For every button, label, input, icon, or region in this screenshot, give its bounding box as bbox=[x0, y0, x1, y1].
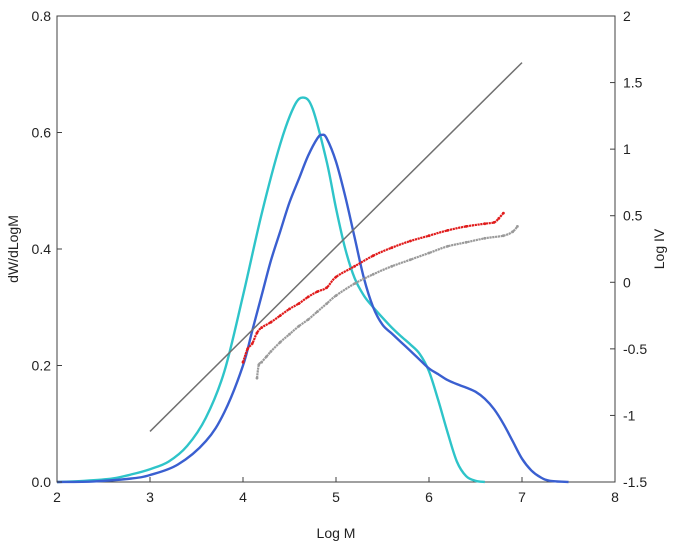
data-point bbox=[409, 258, 412, 262]
data-point bbox=[246, 347, 250, 351]
data-point bbox=[334, 294, 338, 297]
series-layer bbox=[56, 62, 569, 484]
data-point bbox=[371, 254, 375, 258]
right-y-axis: -1.5 -1 -0.5 0 0.5 1 1.5 2 bbox=[610, 8, 647, 490]
left-y-tick-label: 0.0 bbox=[32, 474, 52, 490]
left-y-tick-label: 0.2 bbox=[32, 358, 52, 374]
right-y-tick-label: -1.5 bbox=[623, 474, 647, 490]
data-point bbox=[269, 320, 273, 324]
data-point bbox=[502, 234, 505, 238]
x-axis: 2 3 4 5 6 7 8 bbox=[53, 477, 619, 505]
data-point bbox=[260, 360, 263, 364]
right-y-tick-label: 0.5 bbox=[623, 208, 643, 224]
data-point bbox=[306, 295, 310, 299]
data-point bbox=[427, 234, 431, 238]
left-y-tick-label: 0.4 bbox=[32, 241, 52, 257]
series-0 bbox=[56, 96, 485, 484]
data-point bbox=[278, 340, 282, 344]
data-point bbox=[492, 221, 496, 224]
right-y-tick-label: 1.5 bbox=[623, 75, 643, 91]
data-point bbox=[497, 217, 501, 220]
series-trace bbox=[255, 225, 519, 379]
series-3 bbox=[241, 211, 505, 364]
plot-area bbox=[56, 15, 616, 484]
x-tick-label: 8 bbox=[611, 489, 619, 505]
left-y-tick-label: 0.8 bbox=[32, 8, 52, 24]
data-point bbox=[269, 350, 273, 353]
data-point bbox=[325, 302, 329, 305]
data-point bbox=[325, 286, 329, 289]
data-point bbox=[483, 222, 487, 226]
data-point bbox=[464, 240, 468, 244]
x-tick-label: 4 bbox=[239, 489, 247, 505]
data-point bbox=[250, 342, 254, 345]
data-point bbox=[334, 275, 338, 279]
data-point bbox=[316, 310, 319, 313]
right-y-tick-label: 0 bbox=[623, 274, 631, 290]
data-point bbox=[297, 302, 301, 305]
left-y-axis: 0.0 0.2 0.4 0.6 0.8 bbox=[32, 8, 62, 490]
data-point bbox=[257, 363, 261, 367]
data-point bbox=[278, 314, 282, 317]
data-point bbox=[260, 326, 263, 329]
x-tick-label: 6 bbox=[425, 489, 433, 505]
series-line bbox=[56, 96, 485, 484]
data-point bbox=[371, 272, 375, 276]
data-point bbox=[353, 282, 356, 285]
data-point bbox=[409, 239, 412, 243]
data-point bbox=[511, 230, 515, 234]
data-point bbox=[390, 246, 394, 250]
data-point bbox=[297, 324, 301, 328]
right-y-tick-label: 2 bbox=[623, 8, 631, 24]
data-point bbox=[427, 251, 431, 255]
data-point bbox=[316, 290, 319, 293]
right-y-axis-title: Log IV bbox=[651, 228, 667, 269]
left-y-tick-label: 0.6 bbox=[32, 125, 52, 141]
data-point bbox=[516, 225, 519, 228]
data-point bbox=[255, 376, 259, 380]
data-point bbox=[288, 307, 291, 311]
data-point bbox=[264, 355, 268, 359]
series-2 bbox=[149, 62, 523, 432]
data-point bbox=[255, 331, 259, 335]
series-line bbox=[149, 62, 523, 432]
data-point bbox=[353, 264, 356, 268]
data-point bbox=[502, 211, 505, 215]
data-point bbox=[464, 225, 468, 228]
x-tick-label: 7 bbox=[518, 489, 526, 505]
x-axis-title: Log M bbox=[317, 525, 356, 541]
left-y-axis-title: dW/dLogM bbox=[5, 215, 21, 283]
data-point bbox=[306, 318, 310, 321]
plot-frame bbox=[56, 15, 616, 483]
data-point bbox=[241, 360, 245, 364]
right-y-tick-label: -1 bbox=[623, 407, 636, 423]
data-point bbox=[446, 229, 449, 232]
data-point bbox=[446, 244, 449, 248]
data-point bbox=[483, 236, 487, 240]
series-4 bbox=[255, 225, 519, 380]
right-y-tick-label: -0.5 bbox=[623, 341, 647, 357]
x-tick-label: 3 bbox=[146, 489, 154, 505]
data-point bbox=[288, 332, 291, 336]
x-tick-label: 2 bbox=[53, 489, 61, 505]
data-point bbox=[390, 264, 394, 268]
x-tick-label: 5 bbox=[332, 489, 340, 505]
right-y-tick-label: 1 bbox=[623, 141, 631, 157]
